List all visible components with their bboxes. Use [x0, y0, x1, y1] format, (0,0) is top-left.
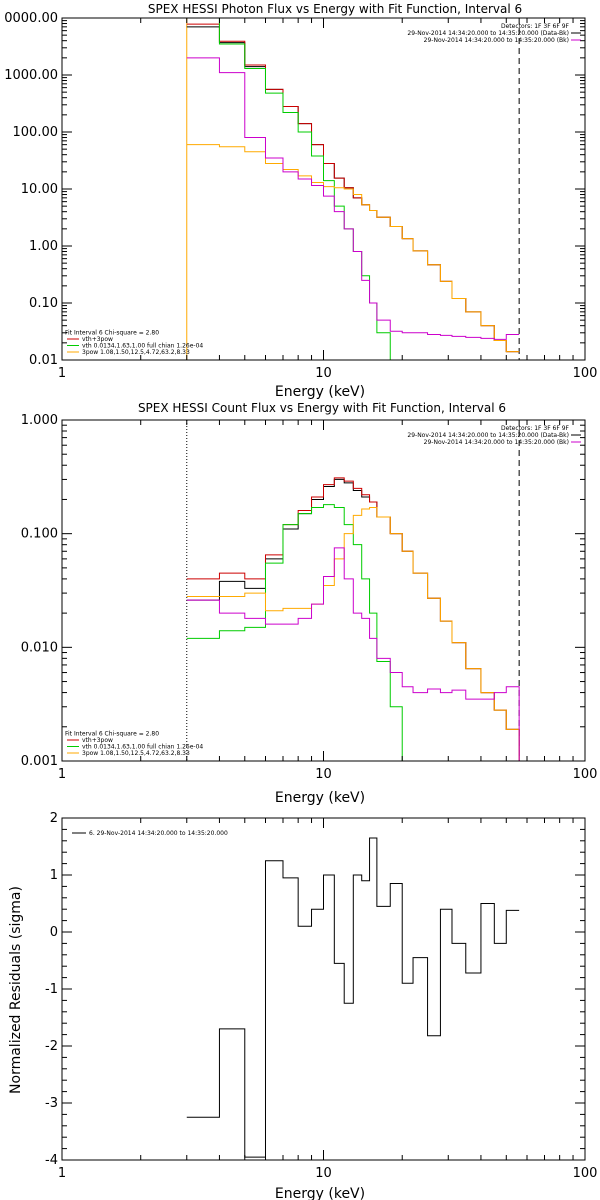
y-tick-label: 1.000: [21, 413, 58, 428]
y-tick-label: 0.001: [21, 754, 58, 769]
photon-flux-panel: SPEX HESSI Photon Flux vs Energy with Fi…: [4, 2, 597, 400]
x-tick-label: 10: [315, 1166, 332, 1181]
x-axis-label: Energy (keV): [275, 384, 365, 400]
x-axis-label: Energy (keV): [275, 1186, 365, 1200]
y-tick-label: -2: [45, 1039, 58, 1054]
series-4-line: [186, 547, 527, 761]
legend-entry-text: 3pow 1.08,1.50,12.5,4.72,63.2,8.33: [82, 349, 190, 356]
y-tick-label: 1000.00: [4, 68, 58, 83]
series-group: [186, 18, 520, 360]
plot-frame: [61, 817, 586, 1161]
legend-entry-text: vth+3pow: [82, 737, 113, 744]
series-group: [186, 477, 527, 761]
x-tick-label: 100: [573, 767, 598, 782]
legend-entry-text: 3pow 1.08,1.50,12.5,4.72,63.2,8.33: [82, 750, 190, 757]
x-tick-label: 1: [58, 1166, 66, 1181]
series-4-line: [186, 57, 520, 340]
x-tick-label: 100: [573, 366, 598, 381]
legend-entry-text: 29-Nov-2014 14:34:20.000 to 14:35:20.000…: [424, 439, 569, 446]
panel-title: SPEX HESSI Photon Flux vs Energy with Fi…: [148, 2, 522, 16]
y-tick-label: 0.01: [29, 353, 58, 368]
y-tick-label: 100.00: [13, 125, 59, 140]
legend-entry-text: Detectors: 1F 3F 6F 9F: [501, 425, 570, 432]
y-axis-label: Normalized Residuals (sigma): [8, 886, 24, 1094]
x-tick-label: 10: [315, 366, 332, 381]
y-tick-label: -4: [45, 1153, 58, 1168]
panel-title: SPEX HESSI Count Flux vs Energy with Fit…: [138, 401, 506, 415]
x-tick-label: 100: [573, 1166, 598, 1181]
y-tick-label: 10.00: [21, 182, 58, 197]
y-tick-label: 2: [50, 811, 58, 826]
y-tick-label: 0.010: [21, 640, 58, 655]
legend-entry-text: 29-Nov-2014 14:34:20.000 to 14:35:20.000…: [407, 30, 569, 37]
y-tick-label: -3: [45, 1096, 58, 1111]
legend-entry-text: Fit Interval 6 Chi-square = 2.80: [65, 330, 159, 337]
x-tick-label: 1: [58, 366, 66, 381]
x-tick-label: 1: [58, 767, 66, 782]
count-flux-panel: SPEX HESSI Count Flux vs Energy with Fit…: [21, 401, 598, 806]
legend-entry-text: vth+3pow: [82, 336, 113, 343]
series-2-line: [186, 504, 527, 761]
y-tick-label: 0000.00: [4, 11, 58, 26]
y-tick-label: 1: [50, 868, 58, 883]
legend-entry-text: 29-Nov-2014 14:34:20.000 to 14:35:20.000…: [407, 432, 569, 439]
legend-entry-text: Detectors: 1F 3F 6F 9F: [501, 23, 570, 30]
residuals-panel: Energy (keV) Normalized Residuals (sigma…: [8, 811, 597, 1200]
y-tick-label: -1: [45, 982, 58, 997]
x-tick-label: 10: [315, 767, 332, 782]
y-tick-label: 0.10: [29, 296, 58, 311]
y-tick-label: 1.00: [29, 239, 58, 254]
legend-entry-text: vth 0.0134,1.63,1.00 full chian 1.26e-04: [82, 744, 203, 751]
legend-entry-text: vth 0.0134,1.63,1.00 full chian 1.26e-04: [82, 343, 203, 350]
series-0-line: [186, 478, 527, 761]
legend-entry-text: 29-Nov-2014 14:34:20.000 to 14:35:20.000…: [424, 37, 569, 44]
x-axis-label: Energy (keV): [275, 790, 365, 806]
legend-entry-text: 6. 29-Nov-2014 14:34:20.000 to 14:35:20.…: [89, 830, 228, 837]
series-1-line: [186, 477, 527, 761]
y-tick-label: 0: [50, 925, 58, 940]
y-tick-label: 0.100: [21, 527, 58, 542]
series-group: [186, 837, 520, 1158]
series-3-line: [186, 506, 527, 761]
series-0-line: [186, 837, 520, 1158]
series-1-line: [186, 23, 520, 353]
legend-entry-text: Fit Interval 6 Chi-square = 2.80: [65, 731, 159, 738]
